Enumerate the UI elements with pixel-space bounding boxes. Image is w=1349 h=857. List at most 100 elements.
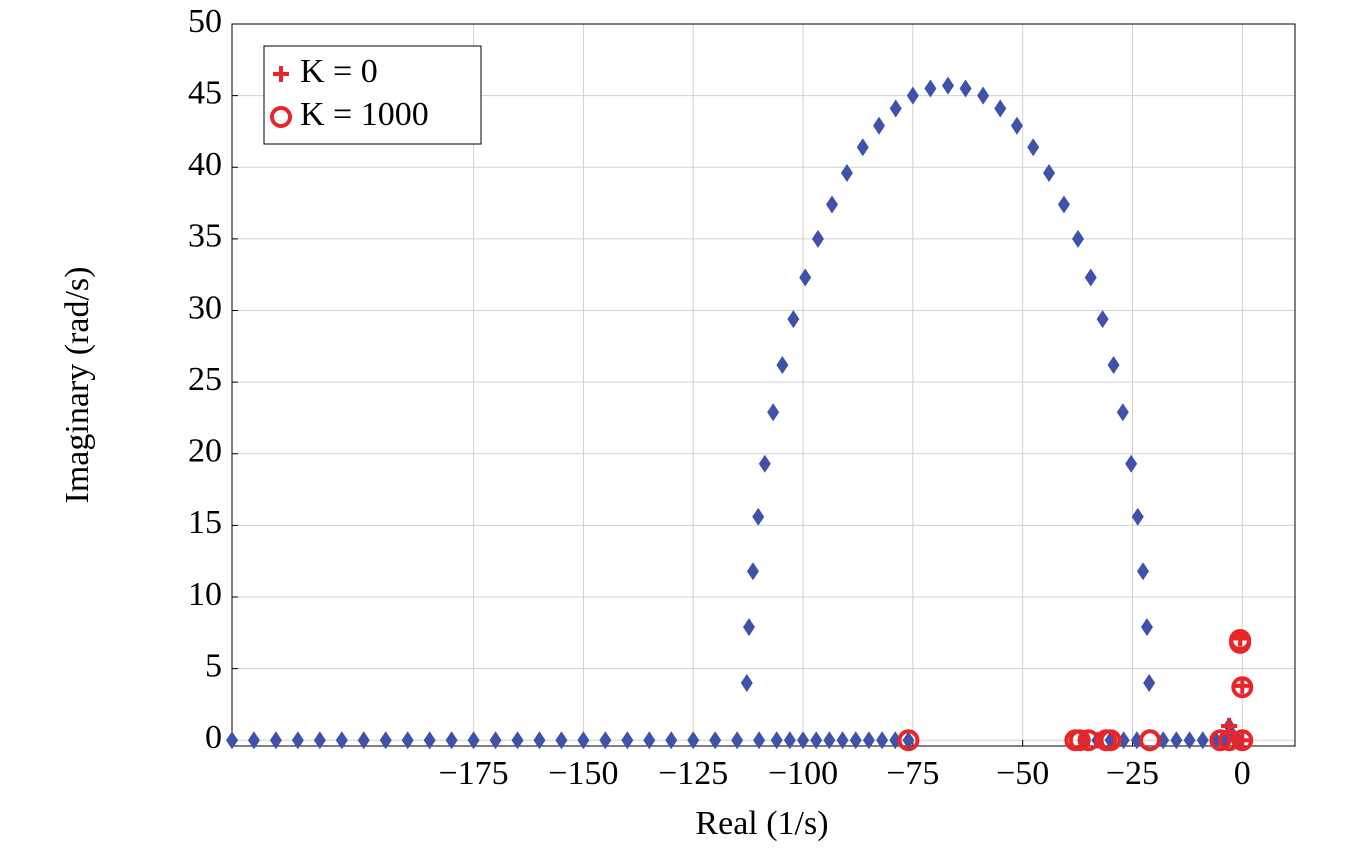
circle-marker — [897, 729, 920, 752]
x-tick-label: −125 — [658, 755, 728, 792]
diamond-marker — [489, 731, 502, 750]
diamond-marker — [423, 731, 436, 750]
diamond-marker — [840, 163, 853, 182]
diamond-marker — [467, 731, 480, 750]
diamond-marker — [269, 731, 282, 750]
diamond-marker — [1107, 355, 1120, 374]
y-tick-label: 5 — [205, 647, 222, 684]
diamond-marker — [776, 355, 789, 374]
diamond-marker — [313, 731, 326, 750]
diamond-marker — [758, 454, 771, 473]
diamond-marker — [977, 86, 990, 105]
diamond-marker — [811, 229, 824, 248]
x-tick-label: −100 — [768, 755, 838, 792]
diamond-marker — [743, 618, 756, 637]
diamond-marker — [862, 731, 875, 750]
diamond-marker — [401, 731, 414, 750]
y-tick-label: 40 — [188, 146, 222, 183]
diamond-marker — [379, 731, 392, 750]
diamond-marker — [621, 731, 634, 750]
diamond-marker — [799, 268, 812, 287]
diamond-marker — [1137, 562, 1150, 581]
diamond-marker — [746, 562, 759, 581]
diamond-marker — [924, 79, 937, 98]
diamond-marker — [1096, 310, 1109, 329]
diamond-marker — [856, 138, 869, 157]
diamond-marker — [555, 731, 568, 750]
x-tick-label: 0 — [1234, 755, 1251, 792]
y-tick-label: 10 — [188, 576, 222, 613]
y-tick-label: 35 — [188, 218, 222, 255]
legend-box — [263, 45, 482, 145]
diamond-marker — [752, 507, 765, 526]
diamond-marker — [902, 731, 915, 750]
diamond-marker — [1130, 731, 1143, 750]
diamond-marker — [1057, 195, 1070, 214]
circle-marker — [1231, 729, 1254, 752]
diamond-marker — [1196, 731, 1209, 750]
diamond-marker — [577, 731, 590, 750]
diamond-marker — [1143, 673, 1156, 692]
circle-marker — [1209, 729, 1232, 752]
diamond-marker — [1157, 731, 1170, 750]
y-tick-label: 0 — [205, 719, 222, 756]
plus-marker — [1234, 677, 1251, 694]
diamond-marker — [511, 731, 524, 750]
diamond-marker — [889, 731, 902, 750]
diamond-marker — [1043, 163, 1056, 182]
diamond-marker — [1131, 507, 1144, 526]
diamond-marker — [1116, 403, 1129, 422]
diamond-marker — [357, 731, 370, 750]
diamond-marker — [1072, 229, 1085, 248]
x-tick-label: −175 — [438, 755, 508, 792]
diamond-marker — [335, 731, 348, 750]
diamond-marker — [599, 731, 612, 750]
diamond-marker — [643, 731, 656, 750]
diamond-marker — [445, 731, 458, 750]
diamond-marker — [770, 731, 783, 750]
diamond-marker — [783, 731, 796, 750]
diamond-marker — [889, 99, 902, 118]
diamond-marker — [1084, 268, 1097, 287]
diamond-marker — [823, 731, 836, 750]
circle-marker — [1231, 676, 1254, 699]
diamond-marker — [994, 99, 1007, 118]
diamond-marker — [247, 731, 260, 750]
diamond-marker — [1010, 116, 1023, 135]
plot-frame — [231, 23, 1296, 747]
diamond-marker — [849, 731, 862, 750]
series — [1221, 630, 1251, 749]
diamond-marker — [709, 731, 722, 750]
diamond-marker — [753, 731, 766, 750]
diamond-marker — [731, 731, 744, 750]
diamond-marker — [665, 731, 678, 750]
circle-marker — [1218, 729, 1241, 752]
diamond-marker — [687, 731, 700, 750]
y-tick-label: 50 — [188, 3, 222, 40]
x-tick-label: −75 — [886, 755, 939, 792]
diamond-marker — [1140, 618, 1153, 637]
y-tick-label: 45 — [188, 74, 222, 111]
diamond-marker — [1027, 138, 1040, 157]
diamond-marker — [797, 731, 810, 750]
circle-marker — [1139, 729, 1162, 752]
diamond-marker — [1183, 731, 1196, 750]
legend-label: K = 0 — [300, 53, 378, 90]
diamond-marker — [1170, 731, 1183, 750]
diamond-marker — [787, 310, 800, 329]
diamond-marker — [291, 731, 304, 750]
series — [226, 76, 1244, 750]
circle-marker — [1099, 729, 1122, 752]
legend-label: K = 1000 — [300, 96, 429, 133]
diamond-marker — [873, 116, 886, 135]
x-axis-label: Real (1/s) — [695, 805, 828, 842]
y-tick-label: 25 — [188, 361, 222, 398]
diamond-marker — [1125, 454, 1138, 473]
diamond-marker — [876, 731, 889, 750]
diamond-marker — [226, 731, 238, 750]
series — [897, 628, 1254, 752]
x-tick-label: −50 — [996, 755, 1049, 792]
diamond-marker — [767, 403, 780, 422]
circle-marker — [1229, 631, 1252, 654]
